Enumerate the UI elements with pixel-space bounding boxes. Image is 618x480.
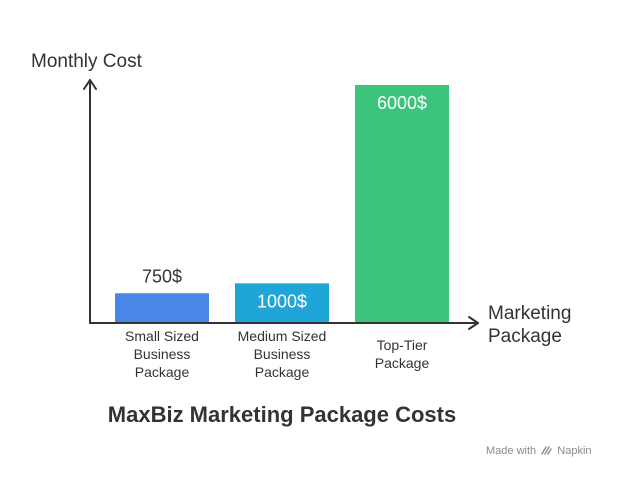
x-axis-title-line-1: Marketing [488,303,571,324]
chart-title: MaxBiz Marketing Package Costs [108,402,456,427]
category-label-2-line-1: Medium Sized [238,328,327,344]
category-label-1-line-1: Small Sized [125,328,199,344]
bars-group [115,85,449,323]
bar-3 [355,85,449,323]
value-labels-group: 750$ 1000$ 6000$ [142,93,427,311]
x-axis-title: Marketing Package [488,303,577,347]
category-label-2-line-3: Package [255,364,310,380]
x-axis-arrow [468,316,479,330]
y-axis-arrow [83,79,97,90]
category-label-2: Medium Sized Business Package [238,328,327,380]
value-label-2: 1000$ [257,291,307,311]
category-label-2-line-2: Business [254,346,311,362]
category-labels-group: Small Sized Business Package Medium Sized Bu… [125,328,429,380]
value-label-1: 750$ [142,266,182,286]
napkin-brand-text: Napkin [557,445,592,457]
napkin-logo-icon [541,446,552,455]
bar-1 [115,293,209,323]
category-label-1: Small Sized Business Package [125,328,199,380]
category-label-3-line-2: Package [375,355,430,371]
category-label-1-line-2: Business [134,346,191,362]
category-label-3: Top-Tier Package [375,337,430,371]
x-axis-title-line-2: Package [488,326,562,347]
bar-2 [235,283,329,323]
made-with-text: Made with [486,445,537,457]
y-axis-title: Monthly Cost [31,51,143,72]
made-with-napkin-footer: Made with Napkin [486,445,592,457]
category-label-1-line-3: Package [135,364,190,380]
category-label-3-line-1: Top-Tier [377,337,428,353]
value-label-3: 6000$ [377,93,427,113]
